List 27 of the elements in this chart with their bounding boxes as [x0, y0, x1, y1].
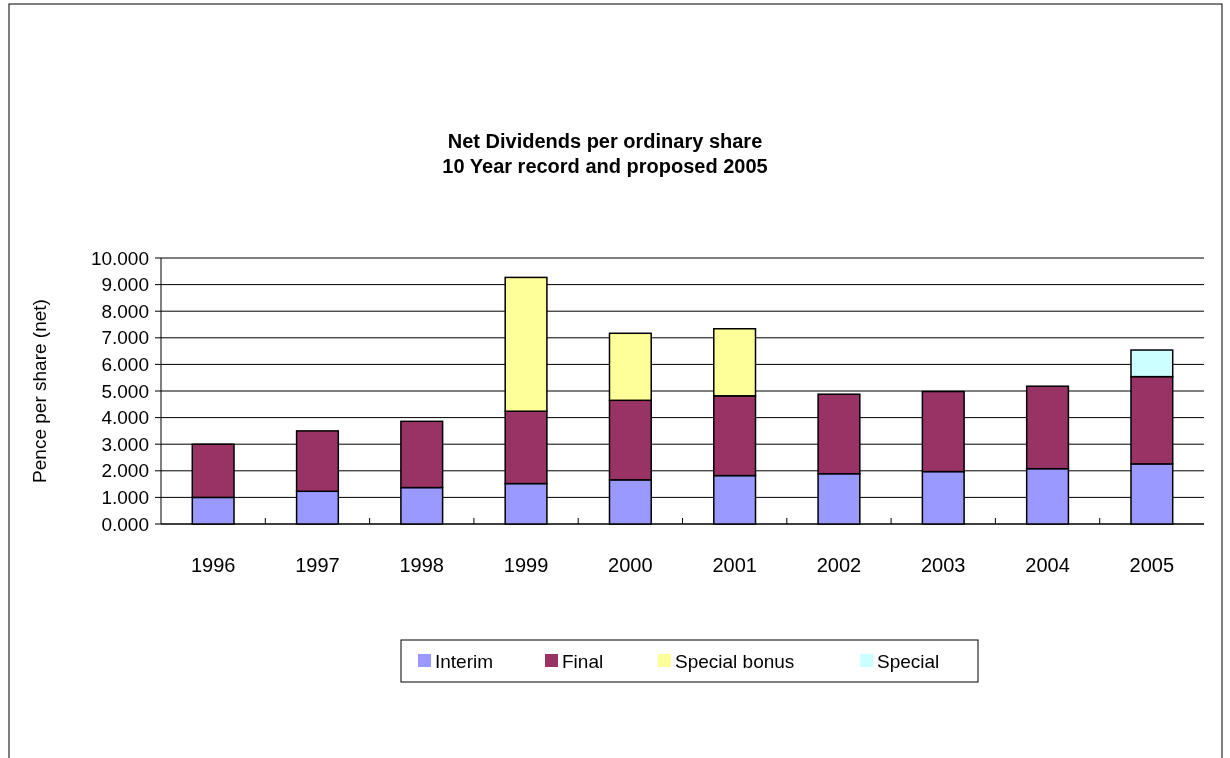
y-tick-label: 2.000 — [101, 460, 149, 482]
x-tick-label: 2004 — [1025, 554, 1070, 576]
chart-title: Net Dividends per ordinary share 10 Year record and proposed 2005 — [442, 130, 768, 177]
legend-label: Special — [877, 650, 940, 672]
x-tick-label: 2001 — [712, 554, 757, 576]
y-tick-label: 10.000 — [90, 247, 149, 269]
x-tick-label: 2002 — [816, 554, 862, 576]
y-tick-label: 9.000 — [101, 274, 149, 296]
y-tick-label: 3.000 — [101, 433, 149, 455]
x-tick-label: 2003 — [921, 554, 966, 576]
y-axis-title: Pence per share (net) — [29, 299, 50, 483]
y-tick-label: 7.000 — [101, 327, 149, 349]
legend-label: Interim — [435, 650, 494, 672]
x-tick-label: 2005 — [1129, 554, 1175, 576]
x-tick-label: 2000 — [608, 554, 653, 576]
x-tick-label: 1998 — [399, 554, 444, 576]
y-tick-label: 6.000 — [101, 354, 149, 376]
y-tick-label: 0.000 — [101, 513, 149, 535]
legend-label: Special bonus — [675, 650, 795, 672]
x-tick-label: 1996 — [190, 554, 236, 576]
x-tick-label: 1997 — [295, 554, 340, 576]
y-tick-label: 5.000 — [101, 380, 149, 402]
y-tick-label: 8.000 — [101, 300, 149, 322]
x-tick-label: 1999 — [503, 554, 549, 576]
legend-label: Final — [562, 650, 604, 672]
y-tick-label: 1.000 — [101, 487, 149, 509]
y-tick-label: 4.000 — [101, 407, 149, 429]
